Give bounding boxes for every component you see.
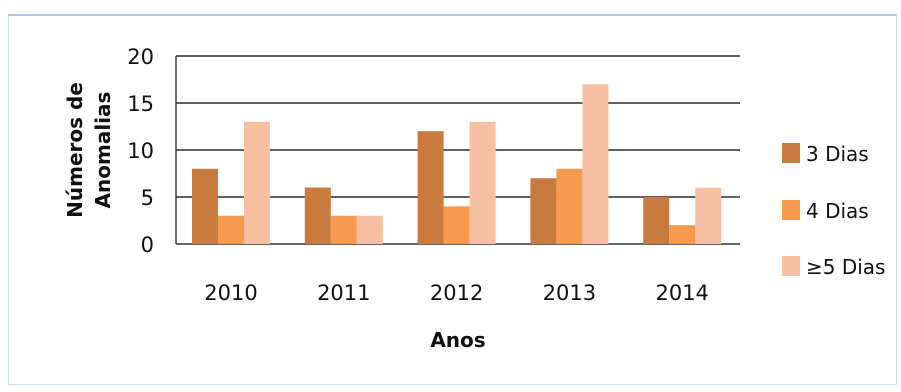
x-tick-label: 2014 [655, 281, 708, 305]
legend-label: 4 Dias [806, 199, 869, 223]
x-tick-label: 2010 [204, 281, 257, 305]
y-axis-title: Anomalias [91, 92, 115, 209]
y-tick-label: 0 [141, 233, 154, 257]
bar-4-dias-2012 [443, 206, 470, 244]
legend-swatch [782, 143, 800, 163]
y-tick-label: 5 [141, 186, 154, 210]
legend-swatch [782, 256, 800, 276]
bar-4-dias-2010 [218, 215, 244, 244]
bar-5-dias-2011 [356, 215, 383, 244]
x-tick-label: 2013 [543, 281, 596, 305]
bar-5-dias-2014 [695, 187, 722, 244]
legend-swatch [782, 200, 800, 220]
x-axis-title: Anos [430, 328, 485, 352]
x-tick-label: 2011 [317, 281, 370, 305]
bar-5-dias-2010 [244, 121, 270, 244]
legend-label: ≥5 Dias [806, 255, 885, 279]
bar-3-dias-2010 [192, 168, 218, 244]
y-tick-label: 10 [127, 139, 154, 163]
bar-3-dias-2014 [643, 197, 670, 244]
bar-3-dias-2012 [417, 131, 444, 244]
bar-3-dias-2011 [304, 187, 331, 244]
chart-frame [8, 14, 897, 385]
x-tick-label: 2012 [430, 281, 483, 305]
bar-3-dias-2013 [530, 178, 557, 244]
bar-4-dias-2014 [669, 225, 696, 244]
bar-4-dias-2011 [330, 215, 357, 244]
bar-5-dias-2012 [469, 121, 496, 244]
bar-5-dias-2013 [582, 84, 609, 244]
legend-label: 3 Dias [806, 142, 869, 166]
y-axis-title: Números de [63, 82, 87, 218]
y-tick-label: 15 [127, 92, 154, 116]
bar-4-dias-2013 [556, 168, 583, 244]
y-tick-label: 20 [127, 45, 154, 69]
